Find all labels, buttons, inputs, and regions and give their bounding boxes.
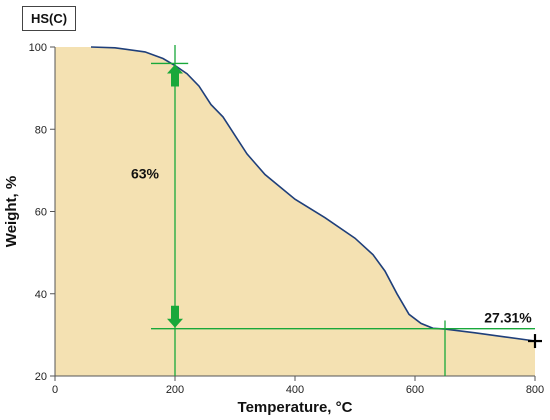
annotations: 63% 27.31%: [131, 44, 542, 376]
y-tick-label: 100: [29, 42, 47, 54]
y-tick-label: 60: [35, 207, 47, 219]
x-tick-label: 0: [52, 384, 58, 396]
arrow-down-icon: [167, 305, 183, 328]
annotation-residue: 27.31%: [484, 310, 532, 326]
weight-area-fill: [55, 47, 535, 376]
arrow-up-icon: [167, 64, 183, 87]
y-tick-label: 80: [35, 124, 47, 136]
annotation-mass-loss: 63%: [131, 166, 160, 182]
y-axis-label: Weight, %: [3, 176, 20, 247]
y-tick-label: 40: [35, 289, 47, 301]
chart-title: HS(C): [22, 6, 77, 31]
x-tick-label: 400: [286, 384, 304, 396]
x-tick-label: 600: [406, 384, 424, 396]
x-tick-label: 200: [166, 384, 184, 396]
x-axis-label: Temperature, °C: [238, 399, 353, 416]
y-tick-label: 20: [35, 371, 47, 383]
axes: 0 200 400 600 800 20 40 60 80 100: [29, 42, 545, 396]
plot-area: [55, 46, 536, 376]
x-tick-label: 800: [526, 384, 544, 396]
